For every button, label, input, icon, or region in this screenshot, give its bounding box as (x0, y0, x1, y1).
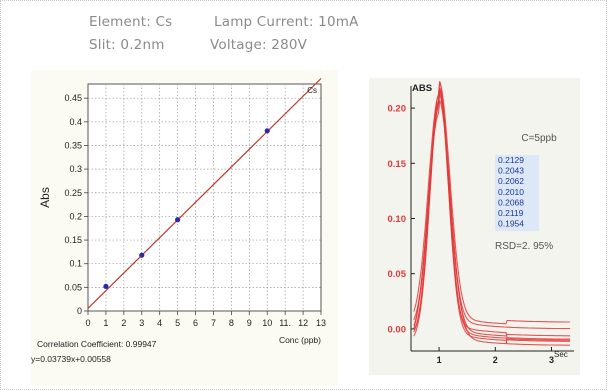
x-tick-label: 8 (229, 318, 234, 328)
x-tick-label: 12 (298, 318, 308, 328)
peak-chart: 0.00 0.05 0.10 0.15 0.20 1 2 3 ABS Sec C=5ppb 0.212… (388, 81, 574, 365)
fit-line (87, 78, 322, 309)
x-tick-label: 2 (121, 318, 126, 328)
correlation-coefficient: Correlation Coefficient: 0.99947 (37, 339, 157, 349)
y-tick-label: 0.05 (64, 282, 82, 292)
chart-title: Cs (307, 86, 317, 95)
data-point (175, 217, 181, 223)
data-point (139, 252, 145, 258)
y-tick-label: 0 (77, 306, 82, 316)
param-lamp-current: Lamp Current: 10mA (214, 14, 359, 30)
y-tick-label: 0.45 (64, 93, 82, 103)
peak-curve (413, 100, 571, 345)
reading-value: 0.1954 (498, 219, 524, 229)
reading-value: 0.2062 (498, 176, 524, 186)
y-tick-label: 0.15 (388, 159, 407, 170)
x-tick-label: 1 (437, 355, 442, 365)
x-tick-label: 1 (103, 318, 108, 328)
reading-value: 0.2010 (498, 187, 524, 197)
reading-value: 0.2119 (498, 208, 524, 218)
peak-curve (413, 94, 571, 330)
y-tick-label: 0.35 (64, 140, 82, 150)
y-axis-label: Abs (38, 187, 52, 208)
x-tick-label: 0 (85, 318, 90, 328)
param-voltage: Voltage: 280V (210, 37, 308, 53)
data-point (103, 283, 109, 290)
y-tick-label: 0.2 (69, 211, 82, 221)
peak-panel: 0.00 0.05 0.10 0.15 0.20 1 2 3 ABS Sec C=5ppb 0.212… (369, 78, 580, 375)
y-tick-label: 0.15 (64, 235, 82, 245)
reading-value: 0.2129 (498, 155, 524, 165)
peak-curve (413, 88, 571, 342)
x-tick-label: 9 (247, 318, 252, 328)
y-axis-label: ABS (412, 83, 432, 94)
param-element: Element: Cs (89, 14, 173, 30)
readings-highlight (495, 155, 539, 232)
x-tick-label: 4 (157, 318, 162, 328)
x-tick-label: 3 (139, 318, 144, 328)
calibration-panel: 0 1 2 3 4 5 6 7 8 9 10 11. 12 13 0 0.05 0.1 0.15 0.2 0.25 0.… (31, 70, 338, 386)
calibration-chart: 0 1 2 3 4 5 6 7 8 9 10 11. 12 1300.050.10.150.20.250.… (38, 78, 326, 345)
x-tick-label: 13 (316, 318, 326, 328)
x-tick-label: 5 (175, 318, 180, 328)
y-tick-label: 0.05 (388, 269, 407, 280)
y-tick-label: 0.10 (388, 214, 407, 225)
x-tick-label: 10 (262, 318, 272, 328)
reading-value: 0.2043 (498, 166, 524, 176)
rsd-label: RSD=2. 95% (495, 241, 553, 252)
peak-curve (413, 82, 571, 325)
reading-value: 0.2068 (498, 197, 524, 207)
x-axis-label: Sec (554, 350, 568, 359)
y-tick-label: 0.25 (64, 188, 82, 198)
x-tick-label: 3 (549, 355, 554, 365)
param-slit: Slit: 0.2nm (89, 37, 165, 53)
y-tick-label: 0.3 (69, 164, 82, 174)
x-tick-label: 11. (279, 318, 291, 328)
plot-area (87, 83, 322, 312)
peak-curve (413, 87, 571, 337)
regression-equation: y=0.03739x+0.00558 (31, 354, 111, 364)
x-tick-label: 7 (211, 318, 216, 328)
x-tick-label: 2 (493, 355, 498, 365)
x-axis-label: Conc (ppb) (279, 335, 321, 345)
y-tick-label: 0.00 (388, 324, 407, 335)
peak-curve (413, 81, 571, 340)
x-tick-label: 6 (193, 318, 198, 328)
y-tick-label: 0.20 (388, 104, 407, 115)
data-point (264, 128, 270, 134)
y-tick-label: 0.4 (69, 117, 82, 127)
y-tick-label: 0.1 (69, 259, 82, 269)
peak-curve (413, 90, 571, 346)
concentration-label: C=5ppb (521, 133, 557, 144)
